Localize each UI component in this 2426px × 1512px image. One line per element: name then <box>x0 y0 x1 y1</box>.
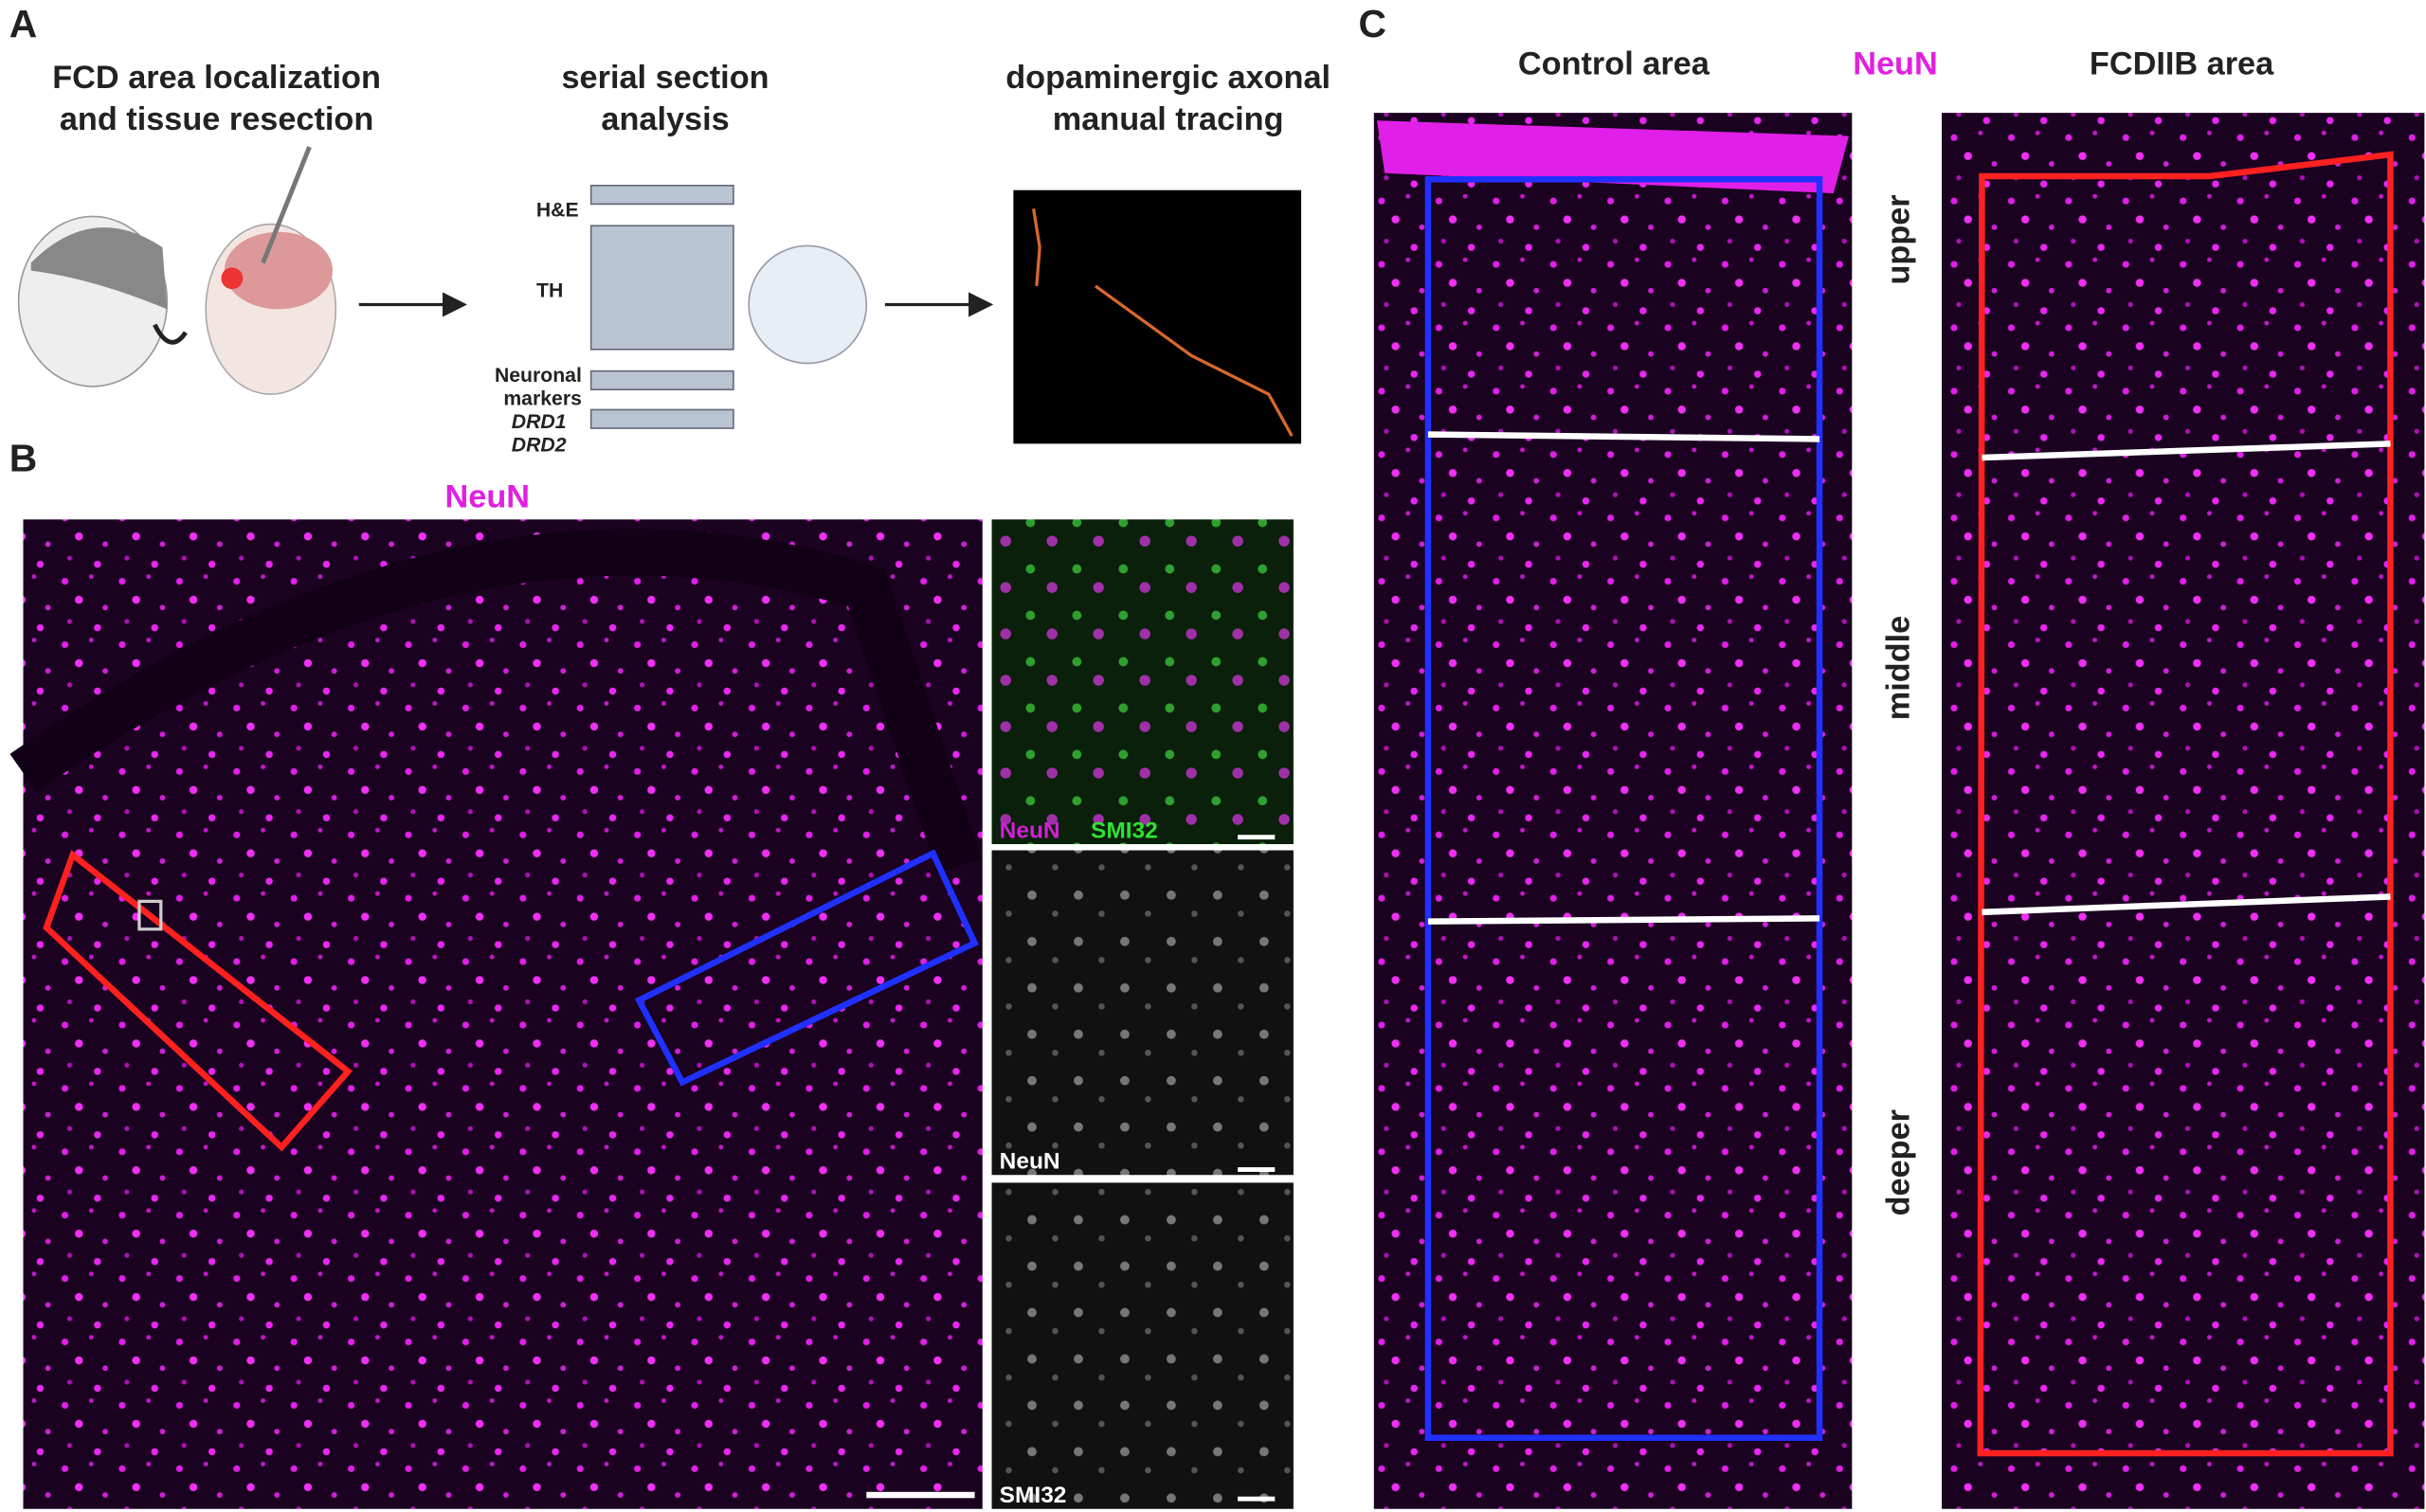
inset-marker <box>137 899 163 931</box>
lesion <box>221 267 244 290</box>
layer-boundary <box>1982 893 2391 916</box>
inset-label: SMI32 <box>1000 1483 1067 1508</box>
slide-label: TH <box>536 279 563 301</box>
tracing-view <box>1013 189 1302 444</box>
slide-stack <box>589 185 734 429</box>
inset-image <box>991 519 1294 845</box>
slide <box>589 185 734 206</box>
step-title: manual tracing <box>1053 101 1284 137</box>
tissue-image <box>1941 113 2425 1509</box>
head-brain <box>205 146 337 395</box>
stain-title: NeuN <box>1853 45 1938 81</box>
layer-boundary <box>1427 431 1820 442</box>
layer-boundary <box>1427 915 1820 925</box>
inset-label: SMI32 <box>1091 818 1158 843</box>
inset-label: NeuN <box>1000 1149 1060 1175</box>
inset-image <box>991 850 1294 1176</box>
slide-label: H&E <box>536 199 579 221</box>
slide-label: Neuronal <box>495 365 582 387</box>
slide <box>589 408 734 429</box>
step-title: and tissue resection <box>60 101 373 137</box>
instrument <box>261 146 312 264</box>
meninges <box>1377 120 1850 193</box>
brain <box>224 231 334 310</box>
stain-title: NeuN <box>445 478 531 514</box>
column-title: FCDIIB area <box>2090 45 2274 81</box>
slide <box>589 225 734 351</box>
inset-label: NeuN <box>1000 818 1060 843</box>
traced-axon <box>1032 208 1294 437</box>
slide-label: markers <box>503 388 582 410</box>
slide-label: DRD2 <box>512 435 567 457</box>
roi-control <box>634 849 979 1087</box>
roi-control <box>1424 176 1823 1441</box>
sulcus <box>9 529 982 873</box>
slide-label: DRD1 <box>512 411 567 433</box>
layer-boundary <box>1982 441 2391 461</box>
step-title: serial section <box>562 60 769 96</box>
layer-label: upper <box>1881 194 1917 284</box>
step-title: dopaminergic axonal <box>1005 60 1331 96</box>
layer-label: middle <box>1881 616 1917 720</box>
head-eeg <box>17 215 188 387</box>
cap <box>30 227 168 310</box>
magnified-view <box>748 244 868 365</box>
scale-bar <box>1238 835 1276 840</box>
inset-image <box>991 1182 1294 1509</box>
column-title: Control area <box>1518 45 1711 81</box>
slide <box>589 369 734 391</box>
step-title: analysis <box>601 101 729 137</box>
panel-label: B <box>9 437 37 480</box>
cable <box>153 323 188 345</box>
step-title: FCD area localization <box>52 60 381 96</box>
roi-fcd <box>43 850 353 1152</box>
layer-label: deeper <box>1881 1109 1917 1215</box>
panel-label: A <box>9 2 37 45</box>
panel-label: C <box>1358 2 1385 45</box>
scale-bar <box>1238 1167 1276 1172</box>
scale-bar <box>1238 1496 1276 1502</box>
roi-fcd <box>1977 151 2394 1457</box>
tissue-image <box>1373 113 1853 1509</box>
scale-bar <box>866 1491 975 1499</box>
